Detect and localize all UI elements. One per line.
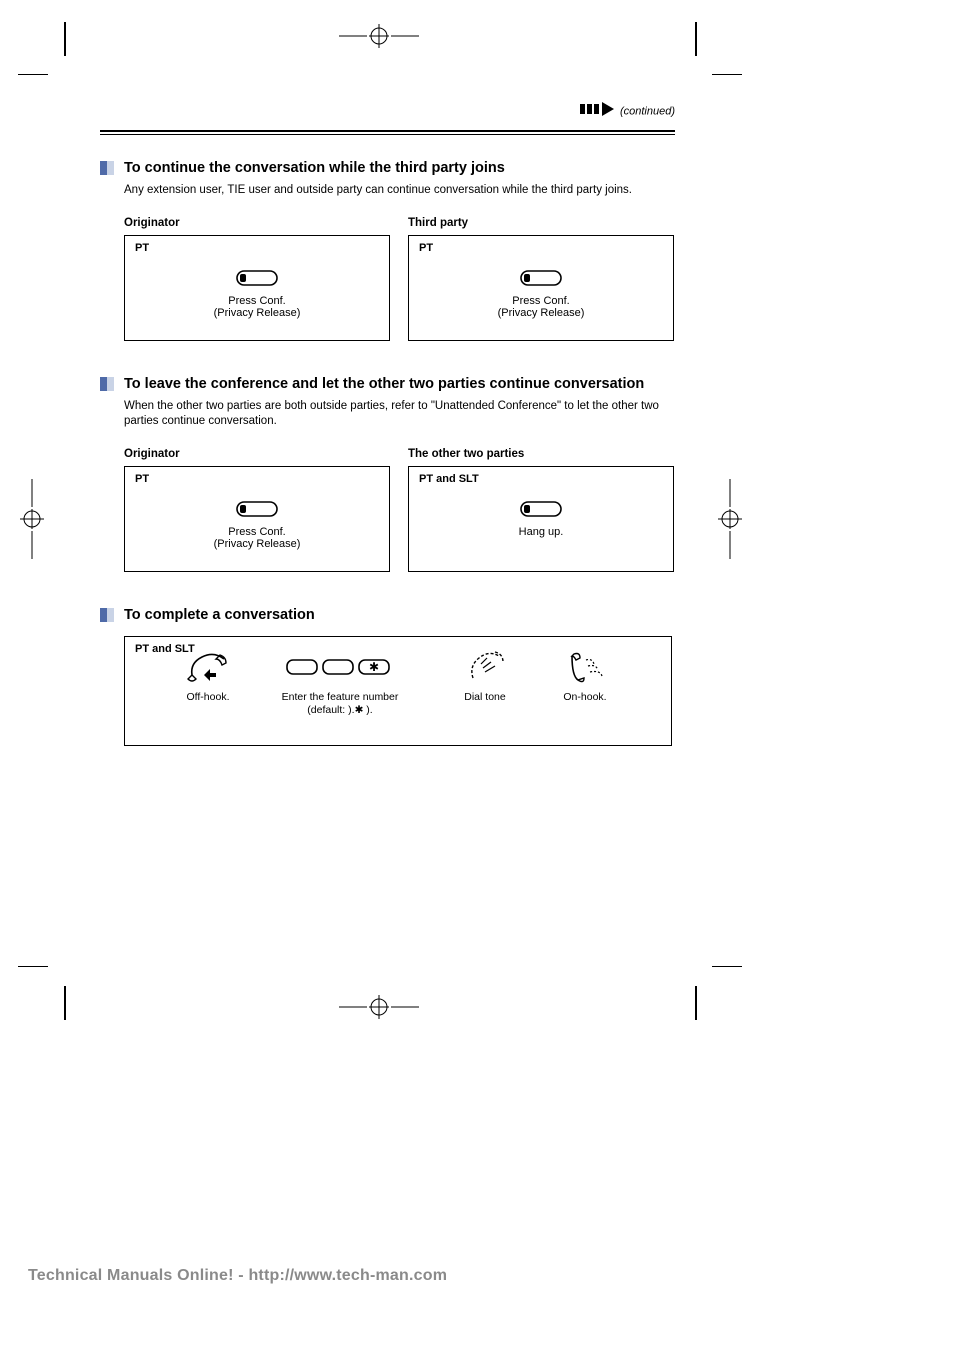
crop-tr-v (695, 22, 697, 56)
step-dial-tone: Dial tone (445, 647, 525, 704)
caption-line-1: Press Conf. (125, 295, 389, 307)
continued-bars-icon (580, 102, 614, 121)
crop-bl-h (18, 966, 48, 967)
phone-type-label: PT and SLT (419, 473, 479, 485)
section-marker-icon (100, 608, 114, 622)
reg-right-center (716, 479, 744, 559)
caption-line-1: Press Conf. (125, 526, 389, 538)
group-label-originator-2: Originator (124, 448, 390, 460)
box-originator-1: PT Press Conf. (Privacy Release) (124, 235, 390, 341)
step-onhook: On-hook. (545, 647, 625, 704)
section-1: To continue the conversation while the t… (100, 159, 675, 341)
crop-bl-v (64, 986, 66, 1020)
crop-tl-v (64, 22, 66, 56)
step-caption: On-hook. (545, 691, 625, 704)
section-3: To complete a conversation PT and SLT Of (100, 606, 675, 746)
group-label-other-two: The other two parties (408, 448, 674, 460)
caption-line-1: Hang up. (409, 526, 673, 538)
step-caption: Enter the feature number (default: ).✱ )… (265, 691, 415, 717)
section-marker-icon (100, 377, 114, 391)
reg-left-center (18, 479, 46, 559)
page-header: (continued) (100, 108, 675, 126)
section-2-title: To leave the conference and let the othe… (124, 375, 644, 393)
dial-tone-icon (445, 647, 525, 687)
group-label-third-party: Third party (408, 217, 674, 229)
continued-label: (continued) (620, 106, 675, 118)
step-caption: Off-hook. (173, 691, 243, 704)
reg-top-center (339, 22, 419, 50)
section-2: To leave the conference and let the othe… (100, 375, 675, 572)
section-1-body: Any extension user, TIE user and outside… (124, 183, 675, 199)
page: (continued) To continue the conversation… (0, 0, 954, 1351)
crop-tr-h (712, 74, 742, 75)
crop-tl-h (18, 74, 48, 75)
footer-tech-line: Technical Manuals Online! - http://www.t… (28, 1267, 447, 1285)
caption-line-2: (Privacy Release) (125, 307, 389, 319)
onhook-icon (545, 647, 625, 687)
step-offhook: Off-hook. (173, 647, 243, 704)
box-other-two: PT and SLT Hang up. (408, 466, 674, 572)
continued-marker: (continued) (580, 102, 676, 121)
crop-br-h (712, 966, 742, 967)
caption-line-2: (Privacy Release) (409, 307, 673, 319)
flexible-button-icon (236, 270, 278, 291)
crop-br-v (695, 986, 697, 1020)
section-3-title: To complete a conversation (124, 606, 315, 624)
flexible-button-icon (520, 270, 562, 291)
section-2-body: When the other two parties are both outs… (124, 399, 675, 430)
box-third-party-1: PT Press Conf. (Privacy Release) (408, 235, 674, 341)
content-column: (continued) To continue the conversation… (100, 108, 675, 746)
flexible-button-icon (236, 501, 278, 522)
box-originator-2: PT Press Conf. (Privacy Release) (124, 466, 390, 572)
procedure-box: PT and SLT Off-hook. (124, 636, 672, 746)
group-label-originator: Originator (124, 217, 390, 229)
caption-line-2: (Privacy Release) (125, 538, 389, 550)
section-1-title: To continue the conversation while the t… (124, 159, 505, 177)
caption-line-1: Press Conf. (409, 295, 673, 307)
flexible-button-icon (520, 501, 562, 522)
svg-text:✱: ✱ (369, 660, 379, 674)
phone-type-label: PT (419, 242, 433, 254)
step-caption: Dial tone (445, 691, 525, 704)
phone-type-label: PT (135, 242, 149, 254)
phone-type-label: PT (135, 473, 149, 485)
keypad-buttons-icon: ✱ (265, 647, 415, 687)
section-marker-icon (100, 161, 114, 175)
reg-bottom-center (339, 993, 419, 1021)
offhook-icon (173, 647, 243, 687)
step-feature-number: ✱ Enter the feature number (default: ).✱… (265, 647, 415, 717)
header-rule (100, 130, 675, 135)
